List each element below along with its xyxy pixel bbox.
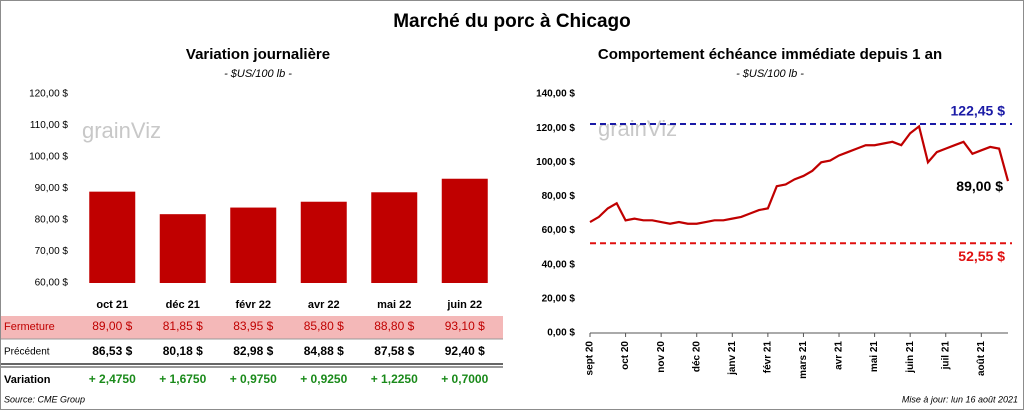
updated: Mise à jour: lun 16 août 2021 [902,394,1018,404]
right-subtitle: - $US/100 lb - [736,68,804,80]
y-tick-label: 40,00 $ [542,259,576,270]
table-cell: 85,80 $ [304,319,344,333]
x-tick-label: oct 20 [620,341,631,370]
x-tick-label: juil 21 [940,341,951,371]
bar [89,191,136,283]
y-tick-label: 90,00 $ [35,183,69,194]
y-tick-label: 80,00 $ [542,191,576,202]
table-cell: 88,80 $ [374,319,414,333]
table-cell: 92,40 $ [445,344,485,358]
y-tick-label: 0,00 $ [547,328,575,339]
bar [441,178,488,283]
table-cell: + 2,4750 [89,372,136,386]
left-subtitle: - $US/100 lb - [224,68,292,80]
watermark: grainViz [598,116,677,141]
bar [230,207,277,283]
y-tick-label: 80,00 $ [35,215,69,226]
y-tick-label: 70,00 $ [35,246,69,257]
row-label: Précédent [4,347,50,358]
table-cell: 86,53 $ [92,344,132,358]
y-tick-label: 20,00 $ [542,293,576,304]
y-tick-label: 60,00 $ [542,225,576,236]
table-cell: + 1,6750 [159,372,206,386]
x-tick-label: févr 22 [236,299,271,311]
table-cell: 89,00 $ [92,319,132,333]
main-title: Marché du porc à Chicago [393,11,631,32]
reference-label: 52,55 $ [958,248,1005,264]
y-tick-label: 120,00 $ [29,89,68,100]
row-label: Fermeture [4,321,55,333]
table-cell: 82,98 $ [233,344,273,358]
table-cell: 93,10 $ [445,319,485,333]
table-cell: 80,18 $ [163,344,203,358]
row-label: Variation [4,374,51,386]
y-tick-label: 100,00 $ [536,157,575,168]
table-cell: 84,88 $ [304,344,344,358]
table-cell: 87,58 $ [374,344,414,358]
x-tick-label: mai 21 [869,341,880,373]
y-tick-label: 60,00 $ [35,278,69,289]
table-cell: + 1,2250 [371,372,418,386]
table-cell: + 0,9250 [300,372,347,386]
x-tick-label: janv 21 [727,341,738,376]
x-tick-label: mars 21 [798,341,809,379]
y-tick-label: 120,00 $ [536,123,575,134]
y-tick-label: 100,00 $ [29,152,68,163]
y-tick-label: 140,00 $ [536,89,575,100]
annotation: 89,00 $ [956,178,1003,194]
right-title: Comportement échéance immédiate depuis 1… [598,46,942,63]
x-tick-label: juin 21 [905,341,916,374]
table-cell: + 0,9750 [230,372,277,386]
x-tick-label: juin 22 [446,299,482,311]
table-cell: 83,95 $ [233,319,273,333]
x-tick-label: avr 21 [834,341,845,370]
bar [371,192,418,283]
x-tick-label: nov 20 [656,341,667,373]
x-tick-label: sept 20 [585,341,596,376]
y-tick-label: 110,00 $ [30,120,69,131]
left-title: Variation journalière [186,46,330,63]
x-tick-label: oct 21 [96,299,128,311]
watermark: grainViz [82,118,161,143]
x-tick-label: avr 22 [308,299,340,311]
reference-label: 122,45 $ [951,103,1006,119]
bar [159,214,206,283]
table-cell: 81,85 $ [163,319,203,333]
table-cell: + 0,7000 [441,372,488,386]
highlight-row [1,316,503,339]
x-tick-label: août 21 [976,341,987,376]
x-tick-label: déc 20 [691,341,702,373]
x-tick-label: févr 21 [763,341,774,374]
source: Source: CME Group [4,394,85,404]
bar [300,201,347,283]
line [589,124,1010,225]
x-tick-label: mai 22 [377,299,411,311]
x-tick-label: déc 21 [166,299,200,311]
